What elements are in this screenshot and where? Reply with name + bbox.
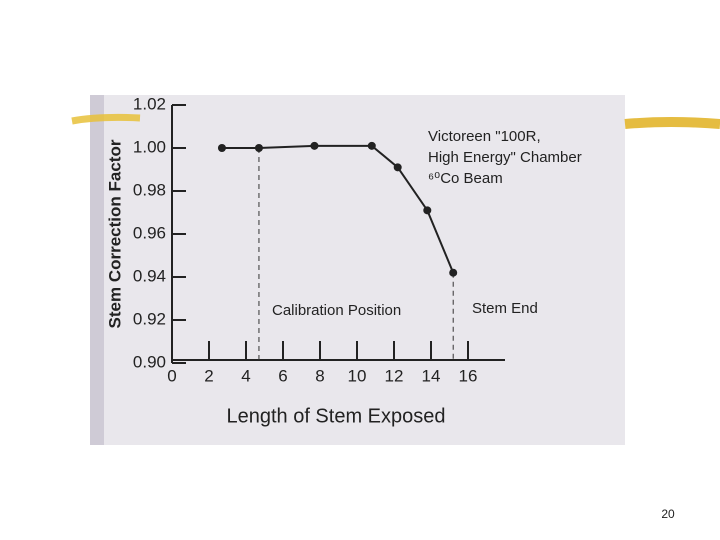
highlight [71,113,141,125]
highlight [624,117,720,129]
x-tick-label: 6 [278,366,287,385]
x-tick-label: 4 [241,366,250,385]
data-point [393,163,402,172]
y-tick-label: 0.94 [133,266,166,285]
x-tick-label: 14 [422,366,441,385]
annotation: Calibration Position [272,302,401,319]
x-tick-label: 0 [167,366,176,385]
x-tick-label: 8 [315,366,324,385]
annotation: Victoreen "100R, [428,128,541,145]
data-point [217,144,226,152]
y-tick-label: 0.96 [133,223,166,242]
x-tick-label: 16 [459,366,478,385]
data-point [254,144,263,152]
y-tick-label: 1.02 [133,94,166,113]
page-number: 20 [661,507,675,521]
y-tick-label: 0.92 [133,309,166,328]
x-axis-label: Length of Stem Exposed [226,405,445,427]
scan-edge [90,95,104,445]
y-axis-label: Stem Correction Factor [105,139,124,328]
y-tick-label: 1.00 [133,137,166,156]
annotation: ⁶⁰Co Beam [428,170,503,187]
x-tick-label: 12 [385,366,404,385]
y-tick-label: 0.90 [133,352,166,371]
x-tick-label: 10 [348,366,367,385]
annotation: High Energy" Chamber [428,149,582,166]
scan-background [90,95,625,445]
annotation: Stem End [472,300,538,317]
data-point [310,141,319,150]
data-point [367,141,376,150]
data-point [449,268,458,277]
data-point [423,206,432,215]
x-tick-label: 2 [204,366,213,385]
y-tick-label: 0.98 [133,180,166,199]
